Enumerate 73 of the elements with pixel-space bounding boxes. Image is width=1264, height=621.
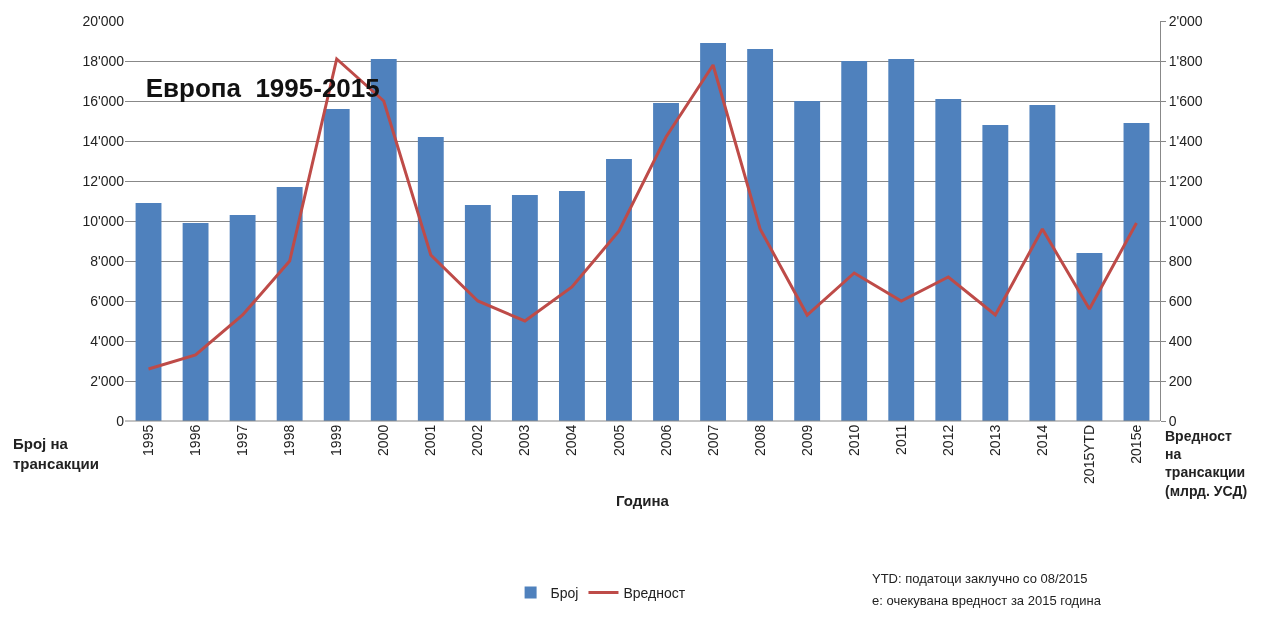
- bar: [1076, 253, 1103, 421]
- y2-tick-label: 1'400: [1168, 132, 1203, 149]
- bar: [417, 137, 444, 421]
- y-tick-label: 0: [116, 412, 125, 429]
- y-tick-label: 4'000: [90, 332, 125, 349]
- legend-label: Број: [550, 585, 579, 602]
- bar: [135, 203, 162, 421]
- bar: [653, 103, 679, 421]
- x-tick-label: 1997: [234, 424, 251, 456]
- y2-tick-label: 1'600: [1168, 92, 1203, 109]
- y-tick-label: 20'000: [82, 12, 125, 29]
- bar: [1029, 105, 1056, 421]
- x-tick-label: 1995: [140, 424, 157, 456]
- y2-tick-label: 1'800: [1168, 52, 1203, 69]
- bar: [323, 109, 350, 421]
- bar: [229, 215, 256, 421]
- x-tick-label: 2002: [469, 424, 486, 456]
- x-tick-label: 1999: [328, 424, 345, 456]
- y2-tick-label: 800: [1168, 252, 1193, 269]
- x-tick-label: 2014: [1033, 424, 1050, 456]
- x-tick-label: 2013: [986, 424, 1003, 456]
- bar: [935, 99, 962, 421]
- x-tick-label: 1996: [187, 424, 204, 456]
- y-tick-label: 8'000: [90, 252, 125, 269]
- y2-tick-label: 2'000: [1168, 12, 1203, 29]
- x-tick-label: 2001: [422, 424, 439, 456]
- y2-tick-label: 1'200: [1168, 172, 1203, 189]
- x-tick-label: 2009: [798, 424, 815, 456]
- y-tick-label: 12'000: [82, 172, 125, 189]
- y-tick-label: 2'000: [90, 372, 125, 389]
- bar: [1123, 123, 1150, 421]
- bar: [606, 159, 632, 421]
- text: e: очекувана вредност за 2015 година: [872, 593, 1102, 608]
- x-tick-label: 2015e: [1128, 424, 1145, 464]
- y2-tick-label: 400: [1168, 332, 1193, 349]
- bar: [747, 49, 774, 421]
- bar: [182, 223, 209, 421]
- bar: [982, 125, 1009, 421]
- legend-label: Вредност: [623, 585, 686, 602]
- x-tick-label: 2004: [563, 424, 580, 456]
- y2-tick-label: 1'000: [1168, 212, 1203, 229]
- bar: [888, 59, 915, 421]
- x-tick-label: 2008: [751, 424, 768, 456]
- y-tick-label: 18'000: [82, 52, 125, 69]
- y-tick-label: 16'000: [82, 92, 125, 109]
- y2-tick-label: 600: [1168, 292, 1193, 309]
- x-tick-label: 2010: [845, 424, 862, 456]
- x-axis-title: Година: [616, 491, 670, 509]
- bar: [464, 205, 491, 421]
- bar: [700, 43, 727, 421]
- y-tick-label: 6'000: [90, 292, 125, 309]
- x-tick-label: 2000: [375, 424, 392, 456]
- y2-axis-title: Вредност на трансакции (млрд. УСД): [1165, 428, 1248, 499]
- x-tick-label: 1998: [281, 424, 298, 456]
- line-series: [147, 57, 1138, 371]
- bar: [841, 61, 868, 421]
- x-tick-label: 2007: [704, 424, 721, 456]
- bar: [276, 187, 303, 421]
- bar: [511, 195, 538, 421]
- y-axis-title: Број на трансакции: [13, 435, 99, 472]
- y2-tick-label: 0: [1168, 412, 1177, 429]
- y-tick-label: 10'000: [82, 212, 125, 229]
- x-tick-label: 2011: [892, 424, 909, 455]
- text: YTD: податоци заклучно со 08/2015: [872, 571, 1088, 586]
- x-tick-label: 2012: [939, 424, 956, 456]
- x-tick-label: 2005: [610, 424, 627, 456]
- bar: [794, 101, 821, 421]
- x-tick-label: 2015YTD: [1080, 424, 1097, 484]
- y-tick-label: 14'000: [82, 132, 125, 149]
- bar: [558, 191, 585, 421]
- y2-tick-label: 200: [1168, 372, 1193, 389]
- x-tick-label: 2006: [657, 424, 674, 456]
- x-tick-label: 2003: [516, 424, 533, 456]
